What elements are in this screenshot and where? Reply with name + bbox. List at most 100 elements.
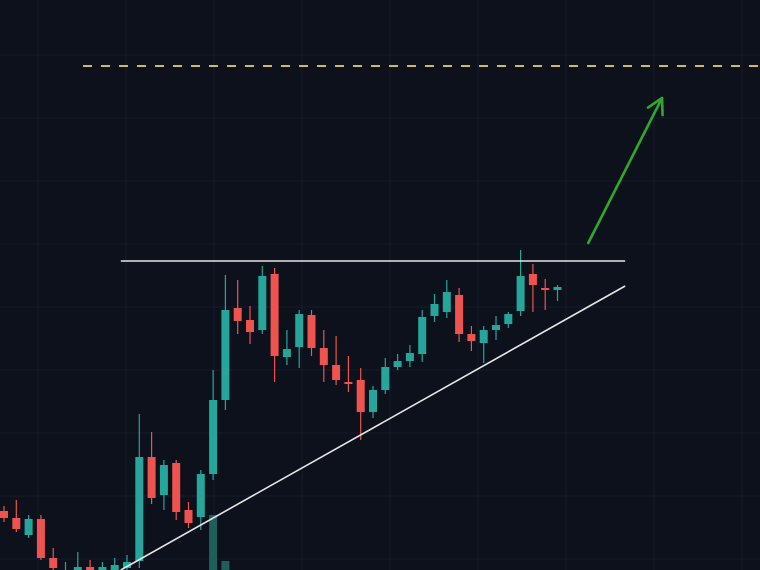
candle-body (369, 390, 377, 412)
candle (319, 330, 328, 382)
candle-body (0, 511, 8, 518)
candle-body (528, 274, 537, 285)
candle (196, 470, 205, 530)
candle (528, 264, 537, 312)
breakout-arrow-head-icon (646, 96, 664, 117)
candle (504, 312, 513, 328)
candle-body (135, 457, 144, 561)
annotations (83, 65, 760, 570)
candle-body (307, 315, 316, 348)
candle (135, 414, 144, 568)
candle (553, 285, 562, 301)
candle-body (98, 567, 107, 570)
candle-body (479, 330, 488, 343)
candle-body (12, 518, 21, 529)
candle-body (393, 361, 402, 367)
candle-body (356, 380, 365, 412)
candle-body (541, 288, 550, 290)
candle (0, 506, 8, 522)
candle-body (184, 510, 193, 523)
candle (270, 268, 279, 382)
candle-body (332, 365, 341, 380)
candle-body (405, 353, 414, 361)
candle-body (172, 463, 181, 512)
candle (541, 279, 550, 310)
candle (516, 250, 525, 316)
candle (184, 502, 193, 528)
candle (172, 460, 181, 520)
candle-body (73, 567, 82, 570)
candle (246, 306, 254, 344)
candle (479, 326, 488, 363)
candle (209, 370, 218, 480)
candle-body (516, 276, 525, 311)
candle (221, 275, 230, 410)
candle (73, 552, 82, 570)
candle-body (110, 565, 119, 570)
candle-body (430, 304, 439, 316)
candle-body (467, 334, 476, 341)
candle (12, 500, 21, 532)
candle-body (49, 558, 58, 568)
candle (467, 326, 476, 351)
candle-body (123, 562, 131, 568)
ascending-support-line (120, 285, 626, 570)
candle-body (319, 348, 328, 365)
candle (159, 460, 168, 510)
candle-body (221, 310, 230, 400)
candle (86, 560, 95, 570)
candle (344, 356, 353, 392)
candle-body (147, 457, 156, 498)
breakout-arrow-shaft (586, 96, 664, 245)
candle (455, 288, 464, 342)
candle-body (196, 474, 205, 517)
candle-body (159, 465, 168, 495)
candle (492, 316, 500, 340)
candle (110, 558, 119, 570)
candle-body (553, 287, 562, 290)
candle (295, 310, 304, 368)
candle (418, 310, 427, 362)
candle-body (295, 314, 304, 347)
candle-body (504, 314, 513, 324)
candle-body (209, 400, 218, 474)
candle-body (36, 519, 45, 558)
volume-bar (209, 515, 218, 570)
candle (381, 358, 390, 394)
candle-body (455, 295, 464, 334)
candle (147, 432, 156, 504)
candle-body (381, 367, 390, 390)
candles (0, 250, 562, 570)
candle (332, 336, 341, 385)
candle (258, 266, 267, 334)
candle (442, 280, 451, 318)
candle-body (86, 567, 95, 570)
candle (64, 562, 67, 570)
candle-body (258, 276, 267, 330)
candle-body (24, 519, 33, 535)
candle (430, 294, 439, 322)
candle-body (442, 292, 451, 312)
candle-body (418, 317, 427, 354)
candle-body (492, 325, 500, 330)
candle (282, 330, 291, 365)
candle (98, 562, 107, 570)
candle (405, 345, 414, 367)
volume-bar (221, 561, 230, 570)
candle (233, 280, 242, 334)
candle (356, 368, 365, 440)
candle-body (246, 320, 254, 332)
candle (49, 548, 58, 570)
volume-bars (209, 515, 230, 570)
candle (123, 555, 131, 570)
candle-body (233, 308, 242, 321)
candle (369, 386, 377, 418)
candle-body (282, 349, 291, 357)
candle (393, 354, 402, 370)
candle (307, 310, 316, 356)
candle-body (270, 274, 279, 356)
candle (36, 515, 45, 560)
